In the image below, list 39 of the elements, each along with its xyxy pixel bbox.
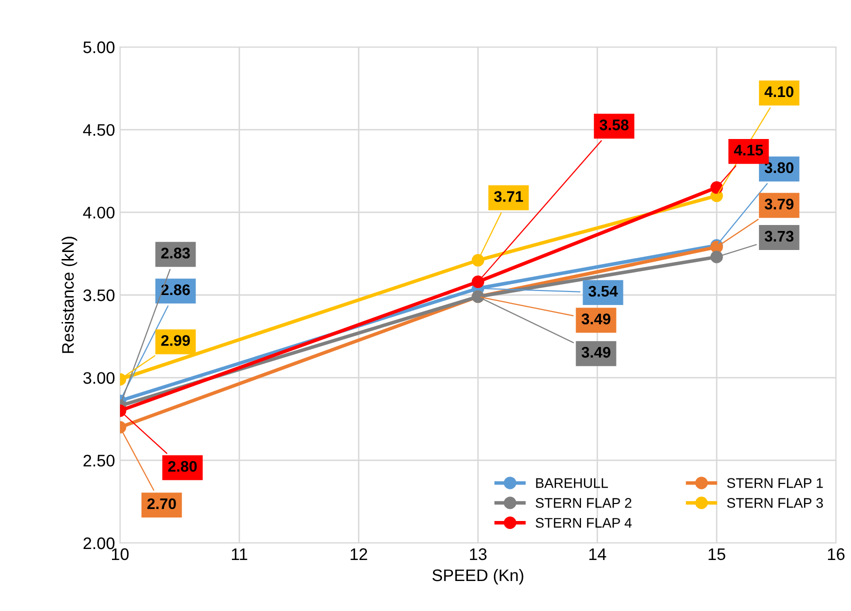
data-label: 2.80 [168,460,197,472]
x-tick-label: 12 [350,548,368,560]
y-tick-label: 4.00 [83,206,114,219]
y-tick-label: 3.50 [83,289,114,302]
data-label: 3.49 [582,346,610,358]
x-tick-label: 14 [589,548,606,560]
x-axis-title: SPEED (Kn) [432,568,524,584]
y-axis-title: Resistance (kN) [62,236,78,353]
data-label: 3.71 [494,191,523,202]
y-tick-label: 4.50 [83,124,114,136]
y-tick-label: 2.00 [84,537,114,550]
data-label: 2.83 [161,248,190,259]
legend-label: STERN FLAP 2 [536,498,632,508]
data-label: 3.54 [588,286,618,297]
data-label: 3.58 [600,120,629,130]
x-tick-label: 10 [112,548,129,560]
point [472,276,484,288]
y-tick-label: 5.00 [83,41,114,54]
legend-label: STERN FLAP 4 [536,518,632,528]
y-tick-label: 3.00 [83,372,114,384]
x-tick-label: 11 [232,548,248,560]
point [472,254,484,267]
data-label: 4.15 [734,144,764,156]
data-label: 3.73 [764,230,794,242]
point [710,250,723,264]
data-label: 2.86 [161,284,190,296]
data-label: 2.99 [161,335,190,346]
data-label: 2.70 [147,498,176,510]
data-label: 3.79 [764,198,794,210]
y-tick-label: 2.50 [84,454,114,467]
data-label: 4.10 [764,86,794,98]
legend-label: BAREHULL [536,478,608,488]
legend-label: STERN FLAP 3 [727,498,823,508]
x-tick-label: 13 [470,548,487,560]
x-tick-label: 15 [708,548,726,560]
legend-label: STERN FLAP 1 [727,478,823,488]
data-label: 3.49 [582,314,610,324]
x-tick-label: 16 [828,548,845,560]
data-label: 3.80 [764,162,794,174]
